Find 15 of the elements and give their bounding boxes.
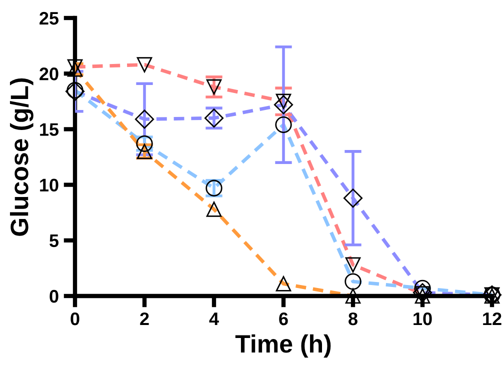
x-tick-label: 4 [209,312,219,326]
x-tick-label: 2 [140,312,149,326]
x-tick-label: 0 [70,312,80,326]
x-tick-label: 8 [348,312,358,326]
y-axis-title: Glucose (g/L) [10,78,34,236]
y-tick-label: 20 [40,68,58,80]
y-tick-label: 10 [40,178,58,192]
y-tick-label: 25 [40,12,59,25]
y-tick-label: 5 [50,234,59,248]
x-axis-title: Time (h) [235,334,331,358]
x-tick-label: 10 [414,312,432,326]
y-tick-label: 0 [50,290,58,303]
x-tick-label: 12 [483,312,502,326]
y-tick-label: 15 [40,123,59,136]
x-tick-label: 6 [279,312,288,326]
